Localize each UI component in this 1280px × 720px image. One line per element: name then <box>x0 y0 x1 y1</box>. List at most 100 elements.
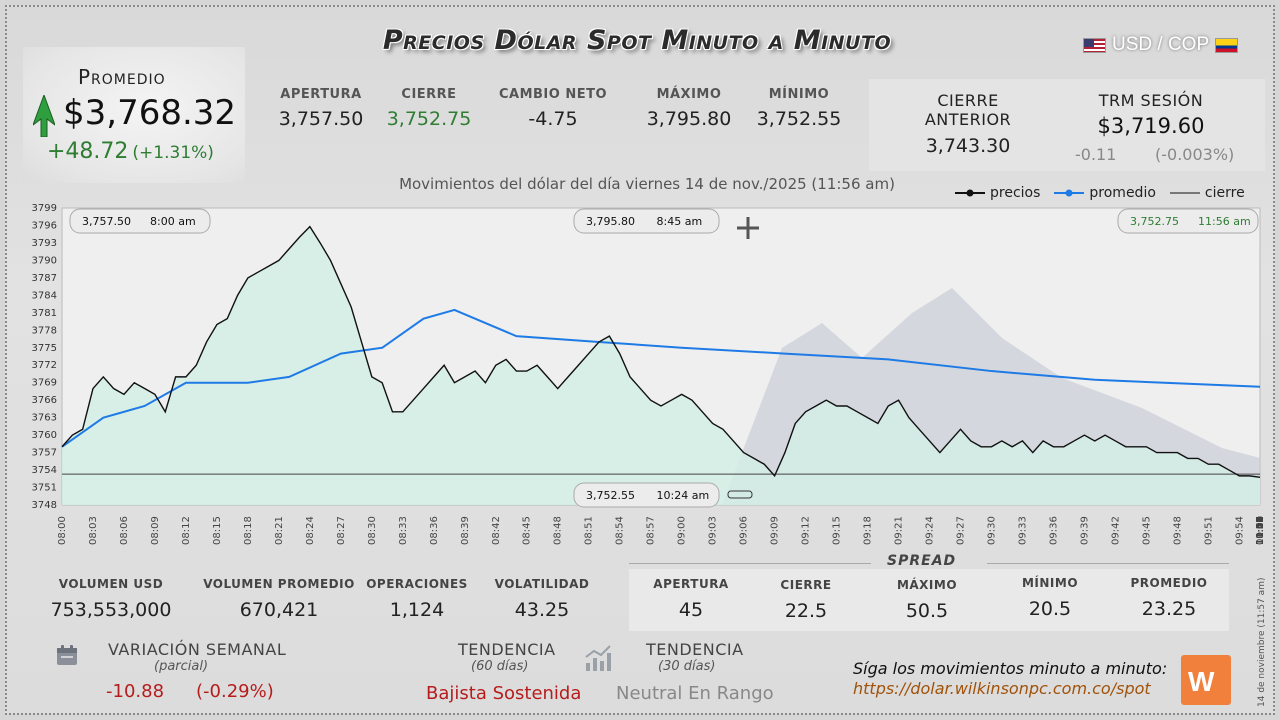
x-tick-label: 08:51 <box>584 516 595 545</box>
x-tick-label: 08:48 <box>553 516 564 545</box>
y-tick-label: 3757 <box>32 448 57 459</box>
legend-precios-swatch <box>955 189 985 197</box>
y-tick-label: 3751 <box>32 483 57 494</box>
x-tick-label: 11:42 <box>1255 516 1266 545</box>
x-tick-label: 10:21 <box>1255 516 1266 545</box>
x-tick-label: 11:54 <box>1255 516 1266 545</box>
callout-close-value: 3,752.75 <box>1130 215 1179 228</box>
x-tick-label: 11:24 <box>1255 516 1266 545</box>
y-tick-label: 3793 <box>32 238 57 249</box>
y-tick-label: 3784 <box>32 290 57 301</box>
x-tick-label: 09:42 <box>1110 516 1121 545</box>
x-tick-label: 09:09 <box>770 516 781 545</box>
x-tick-label: 10:06 <box>1255 516 1266 545</box>
promedio-line <box>61 308 1261 448</box>
tendencia30-label: TENDENCIA <box>646 640 744 659</box>
stat-maximo-value: 3,795.80 <box>646 108 732 130</box>
x-tick-label: 09:15 <box>832 516 843 545</box>
x-tick-label: 10:27 <box>1255 516 1266 545</box>
callout-min-time: 10:24 am <box>657 489 710 502</box>
stat-maximo-label: MÁXIMO <box>656 87 722 102</box>
calendar-icon <box>57 645 77 665</box>
x-tick-label: 10:42 <box>1255 516 1266 545</box>
cierre-anterior-value: 3,743.30 <box>925 135 1011 157</box>
stat-apertura-value: 3,757.50 <box>278 108 364 130</box>
x-tick-label: 08:15 <box>212 516 223 545</box>
price-chart-svg: 3748 3751 3754 3757 3760 3763 3766 3769 3772 3775… <box>32 203 1266 545</box>
spread-minimo-label: MÍNIMO <box>1021 576 1079 590</box>
legend-cierre-swatch <box>1169 192 1200 194</box>
stat-apertura: APERTURA 3,757.50 <box>275 87 367 130</box>
tendencia30-sub: (30 días) <box>658 659 716 674</box>
variacion-label: VARIACIÓN SEMANAL <box>108 640 287 659</box>
footer-url-link[interactable]: https://dolar.wilkinsonpc.com.co/spot <box>853 679 1151 698</box>
x-tick-label: 11:51 <box>1255 516 1266 545</box>
x-tick-label: 11:36 <box>1255 516 1266 545</box>
x-tick-label: 11:12 <box>1255 516 1266 545</box>
callout-max-time: 8:45 am <box>657 215 703 228</box>
operaciones-value: 1,124 <box>389 599 445 621</box>
x-tick-label: 11:03 <box>1255 516 1266 545</box>
stat-minimo: MÍNIMO 3,752.55 <box>753 87 845 130</box>
x-tick-label: 10:33 <box>1255 516 1266 545</box>
x-tick-label: 11:18 <box>1255 516 1266 545</box>
x-tick-label: 08:33 <box>398 516 409 545</box>
trm-change-pct: (-0.003%) <box>1155 145 1235 164</box>
volumen-usd-value: 753,553,000 <box>50 599 172 621</box>
variacion-pct: (-0.29%) <box>196 681 274 702</box>
operaciones-label: OPERACIONES <box>366 577 468 591</box>
x-tick-label: 08:06 <box>119 516 130 545</box>
spread-maximo: MÁXIMO 50.5 <box>879 578 975 622</box>
x-tick-label: 10:54 <box>1255 516 1266 545</box>
x-tick-label: 11:33 <box>1255 516 1266 545</box>
y-tick-label: 3769 <box>32 378 57 389</box>
legend-cierre-label: cierre <box>1204 185 1245 201</box>
y-tick-label: 3763 <box>32 413 57 424</box>
variacion-value: -10.88 <box>106 681 165 702</box>
y-tick-label: 3799 <box>32 203 57 214</box>
volumen-usd: VOLUMEN USD 753,553,000 <box>41 577 181 621</box>
promedio-panel: Promedio $3,768.32 +48.72 (+1.31%) <box>23 47 245 183</box>
volumen-promedio: VOLUMEN PROMEDIO 670,421 <box>199 577 359 621</box>
stat-minimo-value: 3,752.55 <box>756 108 842 130</box>
footer-siga: Síga los movimientos minuto a minuto: <box>853 659 1168 678</box>
x-tick-label: 10:57 <box>1255 516 1266 545</box>
spread-minimo: MÍNIMO 20.5 <box>1005 576 1095 620</box>
stat-cambio-neto-label: CAMBIO NETO <box>498 87 608 102</box>
x-tick-label: 10:36 <box>1255 516 1266 545</box>
page-title: Precios Dólar Spot Minuto a Minuto <box>382 25 892 56</box>
spread-apertura: APERTURA 45 <box>643 577 739 621</box>
x-tick-label: 08:03 <box>88 516 99 545</box>
x-tick-label: 08:30 <box>367 516 378 545</box>
wilkinsonpc-logo[interactable]: W <box>1181 655 1231 705</box>
trm-change: -0.11 <box>1075 145 1117 164</box>
cierre-anterior-label: CIERRE ANTERIOR <box>924 91 1012 129</box>
operaciones: OPERACIONES 1,124 <box>363 577 471 621</box>
x-tick-label: 08:12 <box>181 516 192 545</box>
spread-promedio-value: 23.25 <box>1141 598 1197 620</box>
spread-apertura-label: APERTURA <box>653 577 729 591</box>
y-tick-label: 3796 <box>32 220 57 231</box>
variacion-sub: (parcial) <box>154 659 209 674</box>
logo-letter: W <box>1188 666 1215 697</box>
callout-max-value: 3,795.80 <box>586 215 635 228</box>
x-tick-label: 11:09 <box>1255 516 1266 545</box>
trm-sesion: TRM SESIÓN $3,719.60 <box>1081 91 1221 138</box>
spread-promedio-label: PROMEDIO <box>1130 576 1208 590</box>
legend-promedio: promedio <box>1054 185 1156 201</box>
trm-value: $3,719.60 <box>1097 114 1205 138</box>
precios-area <box>62 226 1260 505</box>
legend-promedio-swatch <box>1054 189 1085 197</box>
x-tick-label: 08:42 <box>491 516 502 545</box>
spread-cierre: CIERRE 22.5 <box>763 578 849 622</box>
trm-label: TRM SESIÓN <box>1098 91 1204 110</box>
x-tick-label: 10:12 <box>1255 516 1266 545</box>
y-tick-label: 3760 <box>32 430 57 441</box>
x-tick-label: 10:00 <box>1255 516 1266 545</box>
volumen-usd-label: VOLUMEN USD <box>58 577 164 591</box>
volumen-promedio-value: 670,421 <box>239 599 319 621</box>
x-tick-label: 10:48 <box>1255 516 1266 545</box>
x-tick-label: 09:30 <box>986 516 997 545</box>
price-chart: 3748 3751 3754 3757 3760 3763 3766 3769 3772 3775… <box>7 203 1273 557</box>
colombia-flag-icon <box>1215 37 1239 53</box>
